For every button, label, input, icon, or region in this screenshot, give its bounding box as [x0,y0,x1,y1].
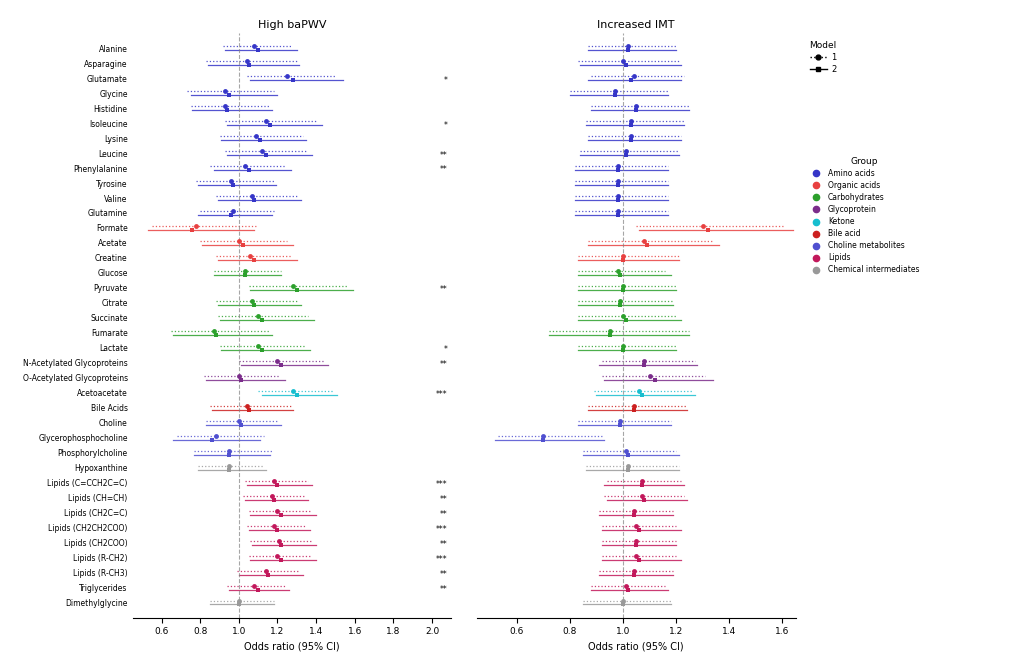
Title: Increased IMT: Increased IMT [597,20,675,30]
Text: **: ** [439,361,447,369]
Text: *: * [443,121,447,129]
Text: **: ** [439,585,447,594]
Text: **: ** [439,495,447,504]
Legend: Amino acids, Organic acids, Carbohydrates, Glycoprotein, Ketone, Bile acid, Chol: Amino acids, Organic acids, Carbohydrate… [805,154,921,278]
X-axis label: Odds ratio (95% CI): Odds ratio (95% CI) [588,642,684,652]
Text: **: ** [439,286,447,294]
Text: **: ** [439,151,447,159]
Title: High baPWV: High baPWV [258,20,326,30]
Text: **: ** [439,510,447,519]
Text: ***: *** [435,480,447,489]
Text: **: ** [439,540,447,549]
Text: **: ** [439,165,447,175]
Text: **: ** [439,570,447,579]
Text: *: * [443,345,447,355]
Text: ***: *** [435,525,447,534]
Text: ***: *** [435,390,447,399]
Text: *: * [443,76,447,84]
Text: ***: *** [435,555,447,564]
X-axis label: Odds ratio (95% CI): Odds ratio (95% CI) [244,642,339,652]
